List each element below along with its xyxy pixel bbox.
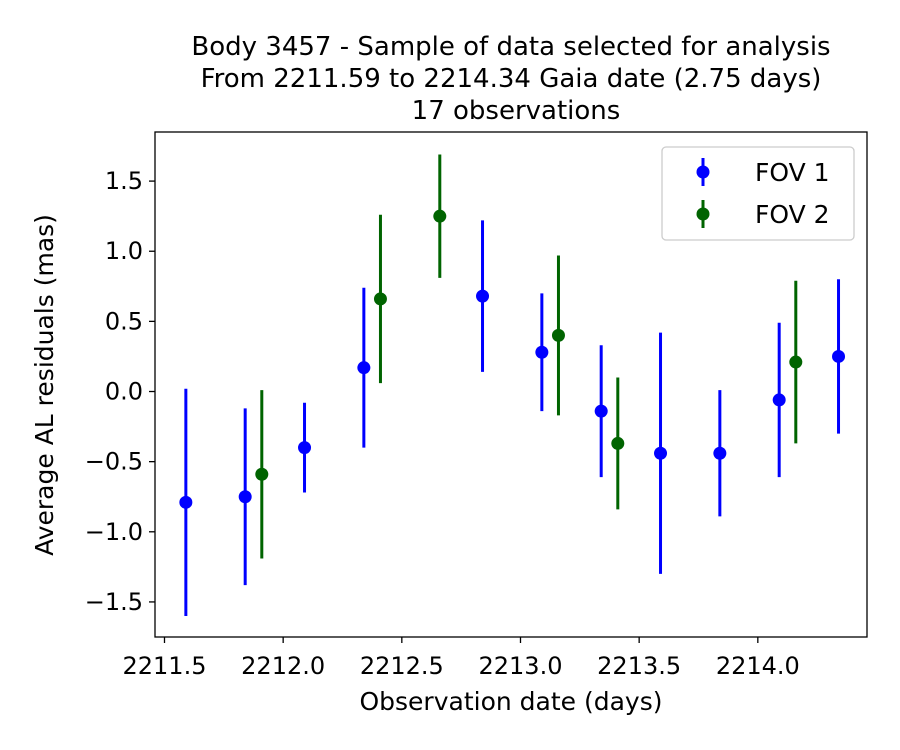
legend-label: FOV 2 (755, 200, 830, 229)
chart-title: Body 3457 - Sample of data selected for … (191, 32, 830, 126)
data-point (535, 345, 549, 359)
data-point (789, 355, 803, 369)
y-tick-label: 0.0 (105, 378, 143, 406)
y-axis-label: Average AL residuals (mas) (30, 214, 59, 556)
x-tick-label: 2211.5 (123, 652, 207, 680)
data-point (832, 349, 846, 363)
data-point (255, 467, 269, 481)
y-tick-label: −1.0 (85, 518, 143, 546)
legend-entries: FOV 1 FOV 2 (696, 158, 830, 229)
data-point (772, 393, 786, 407)
legend-box (661, 146, 855, 241)
data-point (551, 328, 565, 342)
data-point (298, 441, 312, 455)
y-tick-label: 0.5 (105, 307, 143, 335)
data-point (654, 446, 668, 460)
plot-frame (154, 131, 868, 638)
legend-marker (696, 207, 710, 221)
data-point (179, 495, 193, 509)
x-axis-ticks: 2211.5 2212.0 2212.5 2213.0 2213.5 2214.0 (123, 637, 800, 680)
data-point (611, 436, 625, 450)
title-line-1: Body 3457 - Sample of data selected for … (191, 32, 830, 62)
data-point (594, 404, 608, 418)
legend-label: FOV 1 (755, 158, 830, 187)
data-point (476, 289, 490, 303)
x-tick-label: 2214.0 (716, 652, 800, 680)
legend-marker (696, 165, 710, 179)
y-tick-label: 1.5 (105, 167, 143, 195)
y-axis-ticks: 1.5 1.0 0.5 0.0 −0.5 −1.0 −1.5 (85, 167, 155, 616)
data-point (373, 292, 387, 306)
data-point (433, 209, 447, 223)
x-tick-label: 2213.5 (597, 652, 681, 680)
plot-marks (179, 154, 846, 616)
x-tick-label: 2212.0 (241, 652, 325, 680)
x-tick-label: 2212.5 (360, 652, 444, 680)
y-tick-label: −1.5 (85, 588, 143, 616)
data-point (238, 490, 252, 504)
series-2 (255, 154, 803, 559)
y-tick-label: −0.5 (85, 448, 143, 476)
series-1 (179, 220, 846, 616)
title-line-2: From 2211.59 to 2214.34 Gaia date (2.75 … (201, 64, 822, 94)
y-tick-label: 1.0 (105, 237, 143, 265)
x-tick-label: 2213.0 (479, 652, 563, 680)
x-axis-label: Observation date (days) (359, 687, 662, 716)
title-line-3: 17 observations (412, 96, 621, 126)
data-point (713, 446, 727, 460)
data-point (357, 361, 371, 375)
legend: FOV 1 FOV 2 (661, 146, 855, 241)
